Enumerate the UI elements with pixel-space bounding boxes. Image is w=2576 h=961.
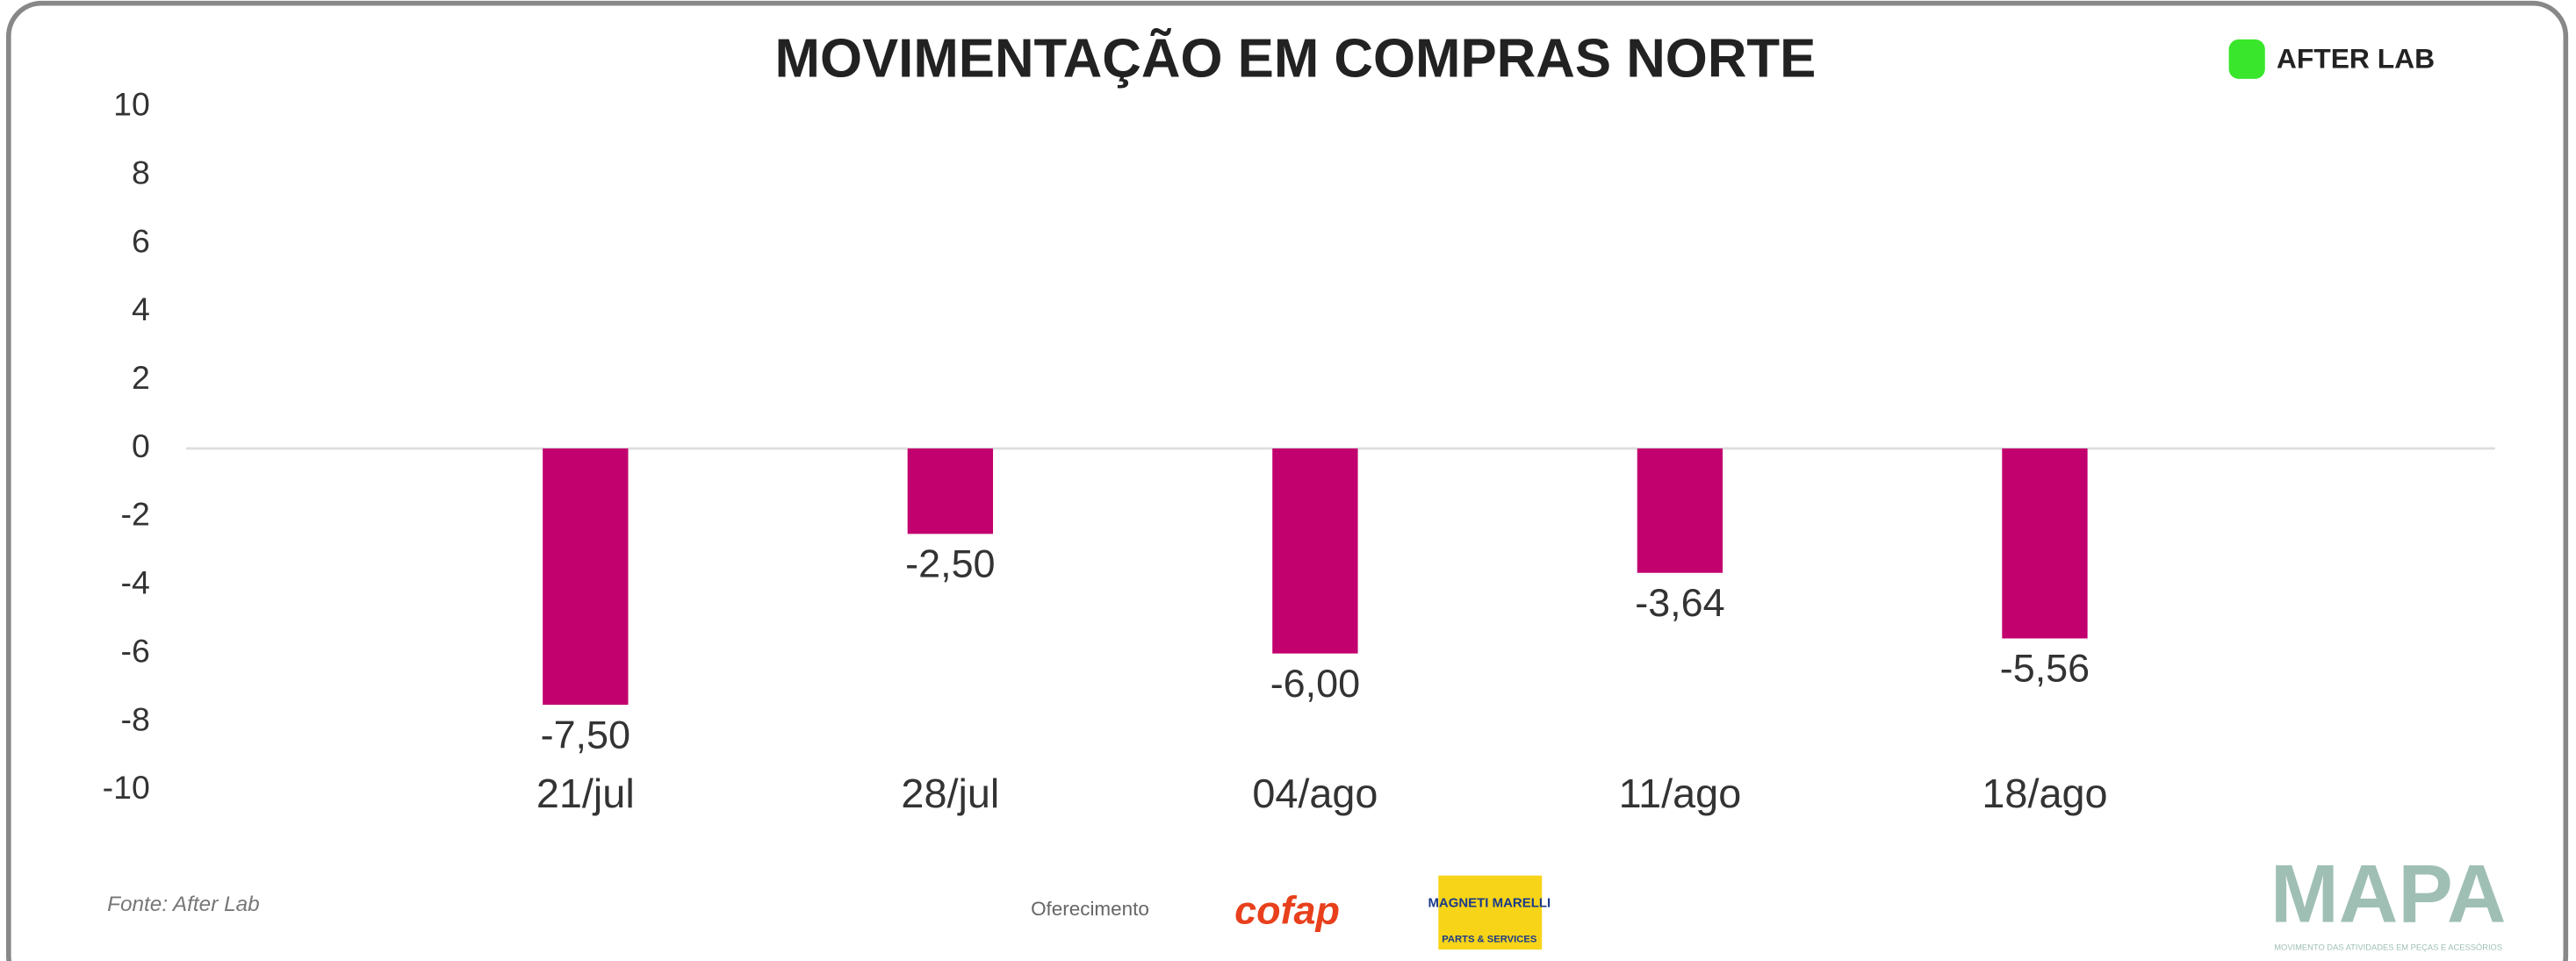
y-tick-label: 8 — [132, 154, 150, 190]
brand-cofap: cofap — [1234, 888, 1340, 933]
brand-mapa-sub: MOVIMENTO DAS ATIVIDADES EM PEÇAS E ACES… — [2274, 943, 2502, 951]
y-tick-label: -6 — [121, 632, 150, 669]
x-tick-label: 21/jul — [536, 771, 635, 816]
value-label: -6,00 — [1270, 661, 1360, 706]
value-label: -2,50 — [905, 541, 995, 586]
x-tick-label: 28/jul — [901, 771, 999, 816]
logo: AFTER LAB — [2277, 43, 2435, 75]
brand-magneti-sub: PARTS & SERVICES — [1442, 935, 1537, 945]
sponsor-label: Oferecimento — [1031, 898, 1149, 920]
x-tick-label: 11/ago — [1619, 771, 1742, 816]
value-label: -3,64 — [1635, 580, 1724, 625]
y-tick-label: -2 — [121, 496, 150, 533]
bar — [907, 448, 994, 534]
y-tick-label: -10 — [103, 769, 150, 806]
brand-mapa: MAPA — [2270, 847, 2507, 939]
bar — [2002, 448, 2088, 639]
y-tick-label: 2 — [132, 359, 150, 396]
y-tick-label: 6 — [132, 222, 150, 259]
x-tick-label: 04/ago — [1252, 771, 1378, 816]
y-tick-label: 4 — [132, 290, 150, 327]
source: Fonte: After Lab — [107, 893, 260, 916]
value-label: -5,56 — [2000, 646, 2090, 691]
value-label: -7,50 — [541, 712, 630, 757]
logo-icon — [2228, 39, 2265, 79]
bar — [543, 448, 629, 705]
bar — [1637, 448, 1723, 573]
y-tick-label: -8 — [121, 700, 150, 737]
chart-title: MOVIMENTAÇÃO EM COMPRAS NORTE — [775, 28, 1817, 89]
bar — [1272, 448, 1358, 654]
brand-box — [1438, 875, 1543, 950]
y-tick-label: 0 — [132, 427, 150, 464]
y-tick-label: -4 — [121, 564, 150, 601]
y-tick-label: 10 — [113, 86, 150, 123]
x-tick-label: 18/ago — [1982, 771, 2107, 816]
brand-magneti: MAGNETI MARELLI — [1428, 895, 1551, 910]
